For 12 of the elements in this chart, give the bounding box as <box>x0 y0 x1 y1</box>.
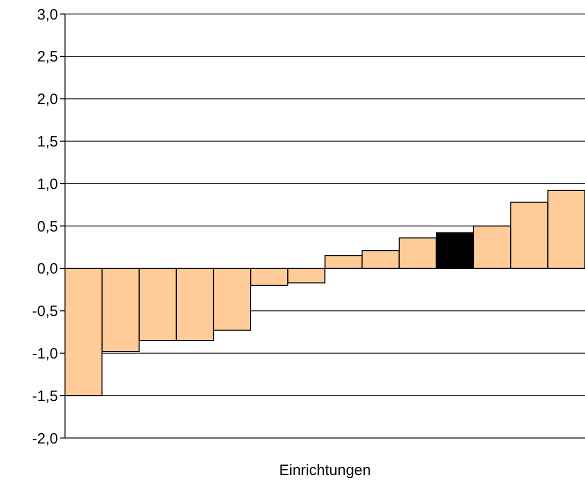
y-tick-label: 2,0 <box>37 91 58 108</box>
y-tick-label: 0,5 <box>37 218 58 236</box>
y-tick-label: 2,5 <box>37 48 58 66</box>
y-tick-label: -1,5 <box>32 388 58 405</box>
y-tick-label: 3,0 <box>37 6 58 24</box>
y-tick-label: -0,5 <box>32 303 58 320</box>
y-tick-label: -2,0 <box>32 430 58 448</box>
y-tick-label: -1,0 <box>32 346 58 363</box>
y-tick-label: 1,5 <box>37 134 58 151</box>
x-axis-title: Einrichtungen <box>279 462 371 479</box>
y-tick-label: 1,0 <box>37 176 58 193</box>
y-tick-label: 0,0 <box>37 260 58 278</box>
